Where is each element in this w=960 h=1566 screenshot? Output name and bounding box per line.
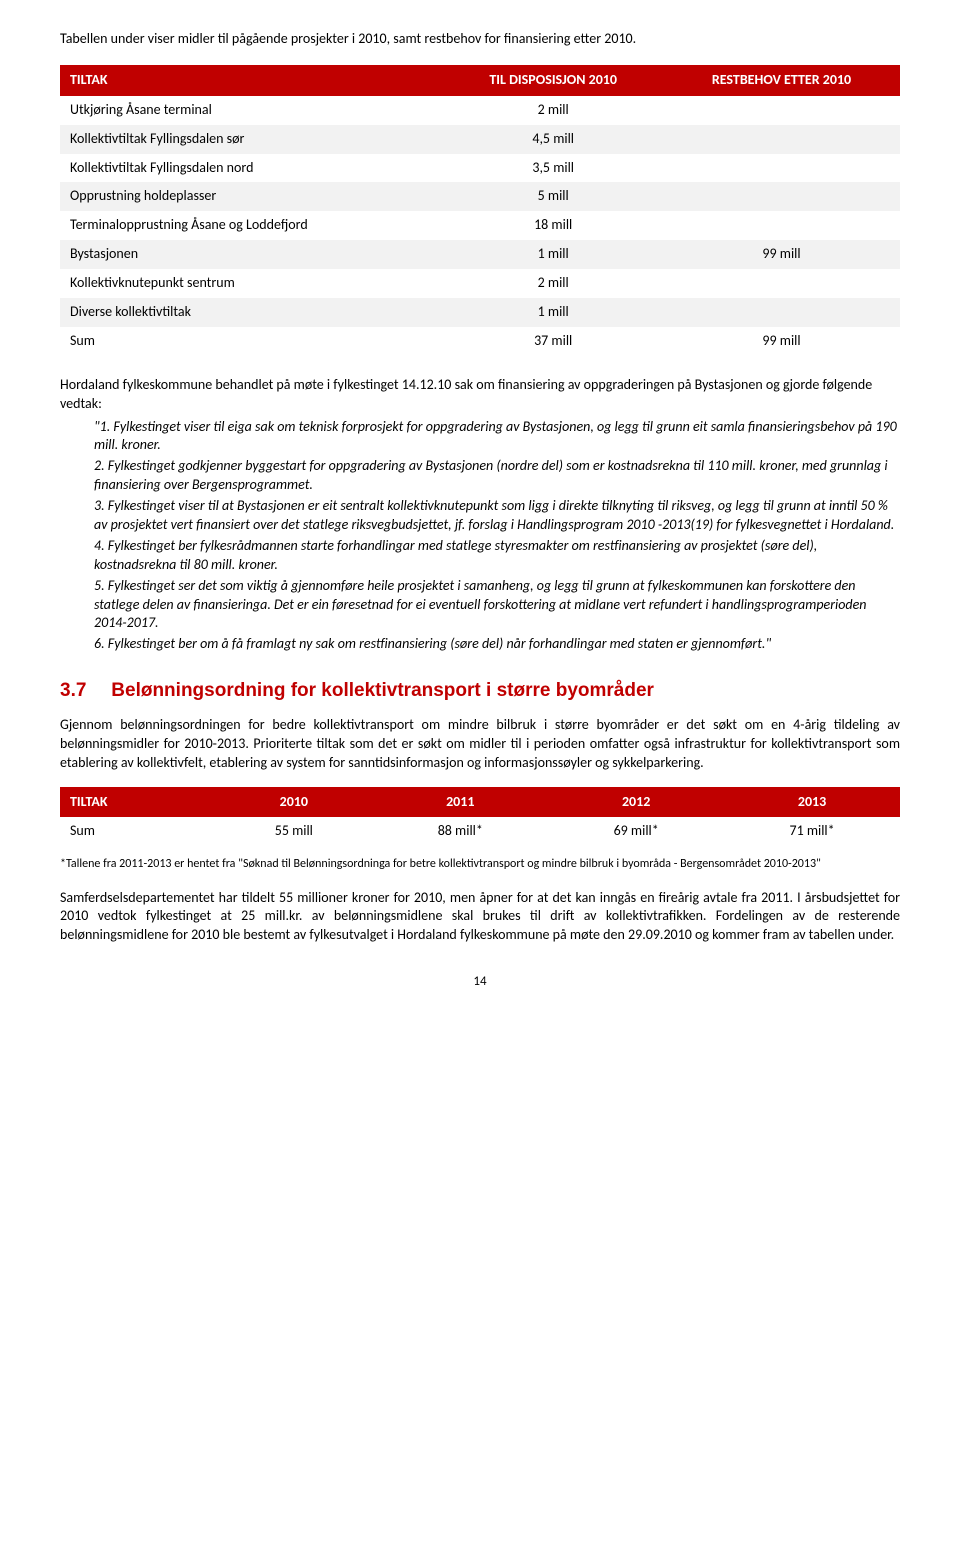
body-para-3: Samferdselsdepartementet har tildelt 55 …	[60, 889, 900, 946]
resolution-item: 5. Fylkestinget ser det som viktig å gje…	[94, 577, 900, 634]
table-cell	[663, 96, 900, 125]
table-cell: 99 mill	[663, 327, 900, 356]
table-cell: 2 mill	[443, 269, 663, 298]
table-cell: Kollektivtiltak Fyllingsdalen sør	[60, 125, 443, 154]
table-years: TILTAK 2010 2011 2012 2013 Sum55 mill88 …	[60, 787, 900, 847]
table2-footnote: *Tallene fra 2011-2013 er hentet fra "Sø…	[60, 856, 900, 872]
t1-h1: TIL DISPOSISJON 2010	[443, 65, 663, 96]
table-disposition: TILTAK TIL DISPOSISJON 2010 RESTBEHOV ET…	[60, 65, 900, 356]
resolutions-block: "1. Fylkestinget viser til eiga sak om t…	[60, 418, 900, 655]
table-row: Utkjøring Åsane terminal2 mill	[60, 96, 900, 125]
table-cell: 1 mill	[443, 298, 663, 327]
table-row: Sum37 mill99 mill	[60, 327, 900, 356]
page-number: 14	[60, 973, 900, 991]
table-cell	[663, 211, 900, 240]
section-title: Belønningsordning for kollektivtransport…	[111, 680, 654, 701]
table-cell: 71 mill*	[724, 817, 900, 846]
body-para-1: Hordaland fylkeskommune behandlet på møt…	[60, 376, 900, 414]
section-num: 3.7	[60, 678, 106, 704]
table-cell: 3,5 mill	[443, 154, 663, 183]
table-cell: Diverse kollektivtiltak	[60, 298, 443, 327]
table-row: Kollektivknutepunkt sentrum2 mill	[60, 269, 900, 298]
t1-h2: RESTBEHOV ETTER 2010	[663, 65, 900, 96]
intro-text: Tabellen under viser midler til pågående…	[60, 30, 900, 49]
table-cell: 18 mill	[443, 211, 663, 240]
resolution-item: 3. Fylkestinget viser til at Bystasjonen…	[94, 497, 900, 535]
resolution-item: "1. Fylkestinget viser til eiga sak om t…	[94, 418, 900, 456]
table-row: Sum55 mill88 mill*69 mill*71 mill*	[60, 817, 900, 846]
table-row: Opprustning holdeplasser5 mill	[60, 182, 900, 211]
table-cell: 88 mill*	[372, 817, 548, 846]
table-cell: 4,5 mill	[443, 125, 663, 154]
table-cell: 69 mill*	[548, 817, 724, 846]
table-cell: Kollektivknutepunkt sentrum	[60, 269, 443, 298]
table-cell: 37 mill	[443, 327, 663, 356]
table-cell	[663, 125, 900, 154]
resolution-item: 6. Fylkestinget ber om å få framlagt ny …	[94, 635, 900, 654]
section-heading: 3.7 Belønningsordning for kollektivtrans…	[60, 678, 900, 704]
t2-h1: 2010	[215, 787, 372, 818]
table-cell	[663, 298, 900, 327]
table-cell	[663, 269, 900, 298]
body-para-2: Gjennom belønningsordningen for bedre ko…	[60, 716, 900, 773]
table-cell: Bystasjonen	[60, 240, 443, 269]
table-cell: 2 mill	[443, 96, 663, 125]
table-cell	[663, 154, 900, 183]
table-row: Diverse kollektivtiltak1 mill	[60, 298, 900, 327]
table-cell: Kollektivtiltak Fyllingsdalen nord	[60, 154, 443, 183]
resolution-item: 4. Fylkestinget ber fylkesrådmannen star…	[94, 537, 900, 575]
table-cell: 55 mill	[215, 817, 372, 846]
t2-h0: TILTAK	[60, 787, 215, 818]
t1-h0: TILTAK	[60, 65, 443, 96]
table-cell: Utkjøring Åsane terminal	[60, 96, 443, 125]
table-cell: Terminalopprustning Åsane og Loddefjord	[60, 211, 443, 240]
t2-h3: 2012	[548, 787, 724, 818]
table-row: Kollektivtiltak Fyllingsdalen nord3,5 mi…	[60, 154, 900, 183]
table-cell: Sum	[60, 327, 443, 356]
table-cell: 5 mill	[443, 182, 663, 211]
t2-h2: 2011	[372, 787, 548, 818]
table-cell: Opprustning holdeplasser	[60, 182, 443, 211]
table-row: Kollektivtiltak Fyllingsdalen sør4,5 mil…	[60, 125, 900, 154]
table-cell: Sum	[60, 817, 215, 846]
table-cell	[663, 182, 900, 211]
table-cell: 99 mill	[663, 240, 900, 269]
table-row: Bystasjonen1 mill99 mill	[60, 240, 900, 269]
table-row: Terminalopprustning Åsane og Loddefjord1…	[60, 211, 900, 240]
resolution-item: 2. Fylkestinget godkjenner byggestart fo…	[94, 457, 900, 495]
t2-h4: 2013	[724, 787, 900, 818]
table-cell: 1 mill	[443, 240, 663, 269]
